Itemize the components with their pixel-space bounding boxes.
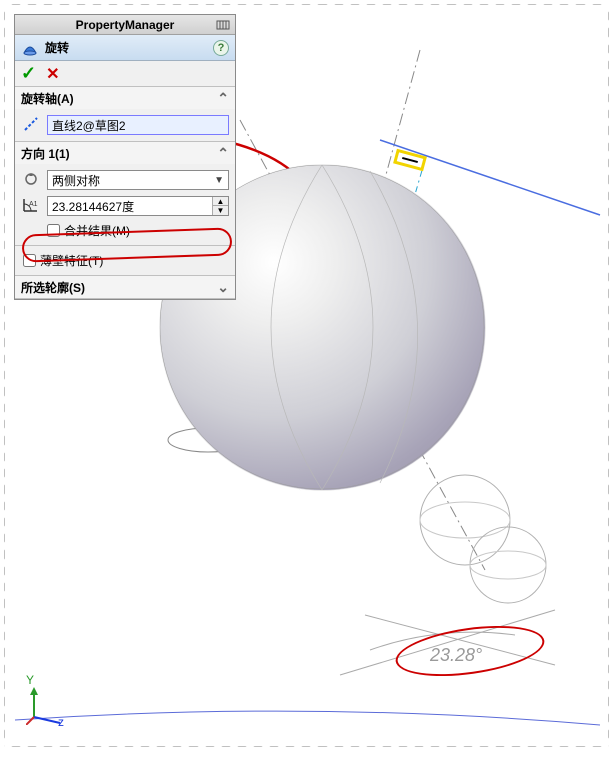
angle-field[interactable]	[48, 199, 212, 213]
ok-button[interactable]: ✓	[21, 63, 36, 84]
section-axis-header[interactable]: 旋转轴(A) ⌃	[15, 87, 235, 109]
spin-up[interactable]: ▲	[213, 197, 228, 206]
angle-icon: A1	[21, 197, 41, 216]
direction-type-value: 两侧对称	[52, 172, 100, 189]
section-thin: 薄壁特征(T)	[15, 246, 235, 276]
panel-title: PropertyManager	[35, 18, 215, 32]
thin-feature-input[interactable]	[23, 254, 36, 267]
section-contours-title: 所选轮廓(S)	[21, 279, 85, 296]
feature-header: 旋转 ?	[15, 35, 235, 61]
feature-title: 旋转	[45, 39, 69, 56]
reverse-direction-icon[interactable]	[21, 171, 41, 190]
triad-z-label: z	[58, 715, 64, 729]
section-contours: 所选轮廓(S) ⌄	[15, 276, 235, 299]
direction-type-combo[interactable]: 两侧对称 ▼	[47, 170, 229, 190]
revolve-icon	[21, 39, 39, 57]
cancel-button[interactable]: ✕	[46, 64, 59, 84]
pin-icon[interactable]	[215, 17, 231, 33]
thin-feature-label: 薄壁特征(T)	[40, 252, 103, 269]
angle-input[interactable]: ▲▼	[47, 196, 229, 216]
merge-result-input[interactable]	[47, 224, 60, 237]
triad-y-label: Y	[26, 673, 34, 687]
angle-dimension-text: 23.28°	[430, 645, 482, 666]
merge-result-checkbox[interactable]: 合并结果(M)	[21, 222, 229, 239]
panel-header[interactable]: PropertyManager	[15, 15, 235, 35]
thin-feature-checkbox[interactable]: 薄壁特征(T)	[21, 252, 229, 269]
help-icon[interactable]: ?	[213, 40, 229, 56]
chevron-down-icon: ⌄	[217, 279, 229, 296]
section-axis-title: 旋转轴(A)	[21, 90, 74, 107]
axis-input[interactable]	[47, 115, 229, 135]
section-direction-header[interactable]: 方向 1(1) ⌃	[15, 142, 235, 164]
section-direction: 方向 1(1) ⌃ 两侧对称 ▼ A1 ▲▼	[15, 142, 235, 246]
action-row: ✓ ✕	[15, 61, 235, 87]
spin-down[interactable]: ▼	[213, 206, 228, 215]
chevron-icon: ⌃	[217, 145, 229, 162]
axis-line-icon	[21, 116, 41, 135]
section-axis: 旋转轴(A) ⌃	[15, 87, 235, 142]
section-direction-title: 方向 1(1)	[21, 145, 70, 162]
section-contours-header[interactable]: 所选轮廓(S) ⌄	[15, 276, 235, 298]
merge-result-label: 合并结果(M)	[64, 222, 130, 239]
property-manager-panel: PropertyManager 旋转 ? ✓ ✕ 旋转轴(A) ⌃ 方向 1(1…	[14, 14, 236, 300]
dropdown-icon: ▼	[214, 175, 224, 186]
chevron-icon: ⌃	[217, 90, 229, 107]
svg-text:A1: A1	[29, 201, 38, 208]
